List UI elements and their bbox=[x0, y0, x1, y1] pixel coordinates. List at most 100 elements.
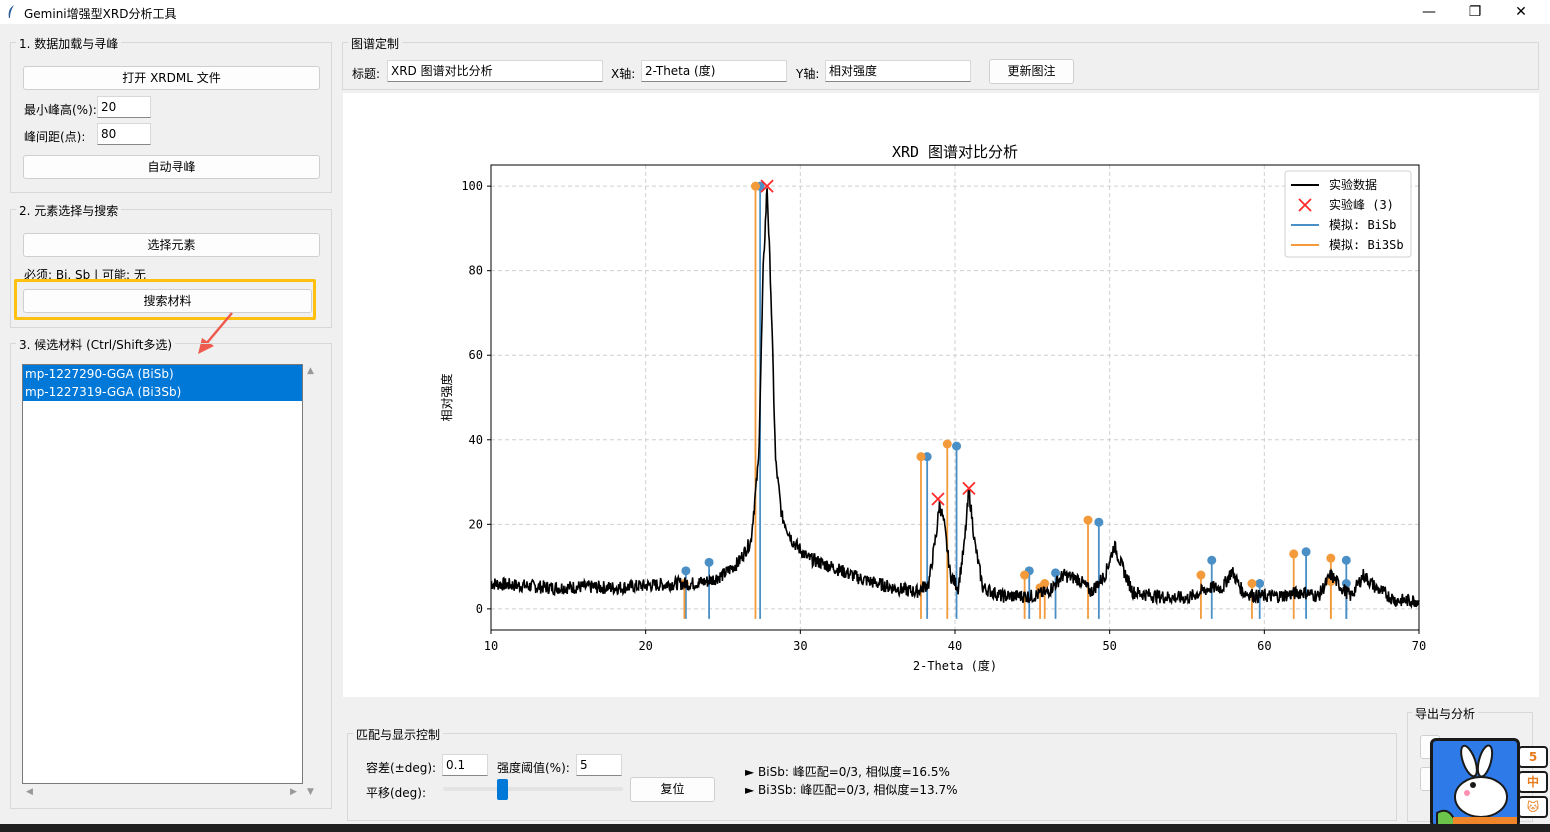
y-axis-input[interactable]: 相对强度 bbox=[825, 60, 971, 82]
scroll-right-icon[interactable]: ▶ bbox=[290, 787, 297, 797]
tolerance-input[interactable]: 0.1 bbox=[442, 754, 488, 776]
sim-stick-marker bbox=[1094, 517, 1104, 527]
threshold-label: 强度阈值(%): bbox=[497, 761, 570, 775]
legend-label: 实验峰 (3) bbox=[1329, 197, 1394, 212]
y-tick-label: 0 bbox=[476, 602, 483, 616]
scroll-down-icon[interactable]: ▼ bbox=[307, 787, 314, 797]
sim-stick-marker bbox=[952, 441, 962, 451]
y-tick-label: 80 bbox=[469, 264, 483, 278]
window-title: Gemini增强型XRD分析工具 bbox=[24, 7, 177, 21]
min-height-label: 最小峰高(%): bbox=[24, 103, 97, 117]
y-tick-label: 60 bbox=[469, 348, 483, 362]
x-axis-input[interactable]: 2-Theta (度) bbox=[641, 60, 787, 82]
match-section bbox=[347, 733, 1397, 821]
scroll-up-icon[interactable]: ▲ bbox=[307, 366, 314, 376]
badge-5[interactable]: 5 bbox=[1518, 746, 1548, 768]
y-tick-label: 20 bbox=[469, 517, 483, 531]
x-tick-label: 10 bbox=[484, 639, 498, 653]
legend-box bbox=[1284, 170, 1412, 258]
auto-peak-button[interactable]: 自动寻峰 bbox=[23, 155, 320, 179]
search-material-button[interactable]: 搜索材料 bbox=[23, 289, 312, 313]
match-section-title: 匹配与显示控制 bbox=[353, 726, 444, 743]
y-tick-label: 40 bbox=[469, 433, 483, 447]
select-element-button[interactable]: 选择元素 bbox=[23, 233, 320, 257]
legend-label: 模拟: BiSb bbox=[1329, 218, 1396, 232]
threshold-input[interactable]: 5 bbox=[576, 754, 622, 776]
badge-zh[interactable]: 中 bbox=[1518, 771, 1548, 793]
x-axis-label: X轴: bbox=[611, 67, 636, 81]
legend-label: 模拟: Bi3Sb bbox=[1329, 238, 1404, 252]
maximize-button[interactable]: ❐ bbox=[1468, 4, 1482, 20]
shift-slider-track[interactable] bbox=[443, 787, 623, 791]
sim-stick-marker bbox=[942, 439, 952, 449]
avatar[interactable] bbox=[1430, 738, 1520, 828]
list-item[interactable]: mp-1227290-GGA (BiSb) bbox=[23, 365, 302, 383]
update-legend-button[interactable]: 更新图注 bbox=[989, 59, 1074, 84]
list-item[interactable]: mp-1227319-GGA (Bi3Sb) bbox=[23, 383, 302, 401]
y-axis-title: 相对强度 bbox=[439, 373, 454, 421]
match-result-bisb: ► BiSb: 峰匹配=0/3, 相似度=16.5% bbox=[745, 765, 950, 779]
x-tick-label: 60 bbox=[1257, 639, 1271, 653]
candidates-list[interactable]: mp-1227290-GGA (BiSb) mp-1227319-GGA (Bi… bbox=[22, 364, 303, 784]
arrow-annotation-icon bbox=[198, 312, 233, 354]
sim-stick-marker bbox=[1083, 515, 1093, 525]
chart-title-label: 标题: bbox=[352, 67, 381, 81]
taskbar-strip bbox=[0, 824, 1550, 832]
load-section bbox=[10, 42, 332, 193]
close-button[interactable]: ✕ bbox=[1515, 4, 1527, 20]
sim-stick-marker bbox=[704, 557, 714, 567]
open-xrdml-button[interactable]: 打开 XRDML 文件 bbox=[23, 66, 320, 90]
sim-stick-marker bbox=[1301, 547, 1311, 557]
sim-stick-marker bbox=[1341, 555, 1351, 565]
sim-stick-marker bbox=[1326, 553, 1336, 563]
peak-distance-label: 峰间距(点): bbox=[24, 130, 86, 144]
peak-distance-input[interactable]: 80 bbox=[97, 123, 151, 145]
customize-section bbox=[342, 42, 1539, 90]
experimental-peak-marker bbox=[760, 179, 774, 193]
sim-stick-marker bbox=[681, 566, 691, 576]
element-status: 必须: Bi, Sb | 可能: 无 bbox=[24, 268, 146, 282]
feather-icon bbox=[8, 5, 14, 18]
x-tick-label: 40 bbox=[948, 639, 962, 653]
match-result-bi3sb: ► Bi3Sb: 峰匹配=0/3, 相似度=13.7% bbox=[745, 783, 958, 797]
scroll-left-icon[interactable]: ◀ bbox=[26, 787, 33, 797]
chart-title-input[interactable]: XRD 图谱对比分析 bbox=[387, 60, 603, 82]
minimize-button[interactable]: — bbox=[1422, 4, 1436, 20]
element-section bbox=[10, 209, 332, 328]
shift-slider-thumb[interactable] bbox=[497, 779, 509, 800]
experimental-line bbox=[490, 188, 1420, 609]
chart-title: XRD 图谱对比分析 bbox=[892, 143, 1018, 161]
export-section-title: 导出与分析 bbox=[1412, 705, 1479, 722]
x-tick-label: 20 bbox=[638, 639, 652, 653]
element-section-title: 2. 元素选择与搜索 bbox=[16, 202, 122, 219]
xrd-chart: 10 20 30 40 50 60 70 0 20 40 60 80 100 XRD 图谱对比分析 2-Th… bbox=[439, 143, 1426, 673]
shift-label: 平移(deg): bbox=[366, 786, 427, 800]
y-tick-label: 100 bbox=[461, 179, 483, 193]
sim-stick-marker bbox=[922, 452, 932, 462]
legend-swatch-peaks bbox=[1298, 198, 1312, 212]
candidates-section-title: 3. 候选材料 (Ctrl/Shift多选) bbox=[16, 336, 176, 353]
x-tick-label: 70 bbox=[1412, 639, 1426, 653]
tolerance-label: 容差(±deg): bbox=[366, 761, 437, 775]
sim-stick-marker bbox=[750, 181, 760, 191]
customize-section-title: 图谱定制 bbox=[348, 35, 403, 52]
sim-stick-marker bbox=[1255, 579, 1265, 588]
sim-stick-marker bbox=[1289, 549, 1299, 559]
highlight-box bbox=[14, 279, 316, 320]
sim-stick-marker bbox=[916, 452, 926, 462]
sim-stick-marker bbox=[1020, 570, 1030, 580]
sim-stick-marker bbox=[1247, 579, 1257, 588]
sim-stick-marker bbox=[1196, 570, 1206, 580]
experimental-peak-marker bbox=[931, 492, 945, 506]
y-axis-label: Y轴: bbox=[796, 67, 820, 81]
x-tick-label: 50 bbox=[1102, 639, 1116, 653]
min-height-input[interactable]: 20 bbox=[97, 96, 151, 118]
sim-stick-marker bbox=[1207, 555, 1217, 565]
sim-stick-marker bbox=[1051, 568, 1061, 578]
title-bar: Gemini增强型XRD分析工具 — ❐ ✕ bbox=[0, 0, 1550, 24]
load-section-title: 1. 数据加载与寻峰 bbox=[16, 35, 122, 52]
badge-cat[interactable]: 🐱 bbox=[1518, 796, 1548, 818]
x-axis-title: 2-Theta (度) bbox=[913, 658, 997, 673]
legend-label: 实验数据 bbox=[1329, 177, 1377, 192]
reset-button[interactable]: 复位 bbox=[630, 777, 715, 802]
